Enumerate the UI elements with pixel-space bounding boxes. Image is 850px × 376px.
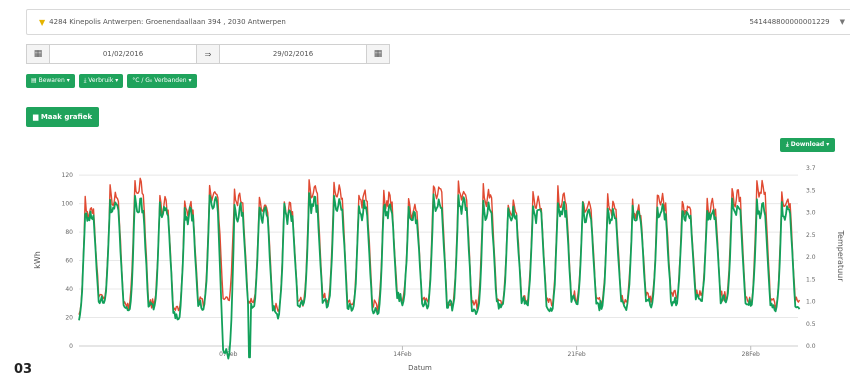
installation-selector[interactable]: ▼ 4284 Kinepolis Antwerpen: Groenendaall…	[26, 9, 850, 35]
create-chart-button[interactable]: ▆ Maak grafiek	[26, 107, 100, 127]
figure-label: 03	[14, 362, 33, 376]
calendar-from-icon[interactable]: ▦	[26, 44, 50, 64]
date-from-field[interactable]: 01/02/2016	[50, 44, 196, 64]
y2-tick-label: 1.0	[806, 299, 816, 306]
y-tick-label: 20	[65, 315, 73, 322]
y2-tick-label: 1.5	[806, 276, 816, 283]
chart-icon: ▆	[33, 113, 41, 121]
date-range: ▦ 01/02/2016 ⇒ 29/02/2016 ▦	[26, 44, 390, 64]
download-icon: ⤓	[83, 77, 89, 84]
toolbar: ▤ Bewaren ▾ ⤓ Verbruik ▾ °C / G₀ Verband…	[26, 74, 197, 88]
download-button[interactable]: ⤓ Download ▾	[780, 138, 836, 152]
x-tick-label: 14Feb	[393, 351, 411, 358]
ean-code: 541448800000001229	[749, 18, 830, 26]
chevron-down-icon: ▼	[839, 18, 845, 26]
y-tick-label: 60	[65, 258, 73, 265]
bewaren-label: Bewaren ▾	[38, 77, 70, 84]
y2-tick-label: 3.0	[806, 210, 816, 217]
y-tick-label: 0	[69, 343, 73, 350]
y2-tick-label: 0.0	[806, 343, 816, 350]
chart-series	[78, 177, 801, 360]
y2-tick-label: 0.5	[806, 321, 816, 328]
y2-tick-label: 3.7	[806, 165, 816, 172]
y-axis-label: kWh	[33, 251, 42, 269]
y2-axis-ticks: 0.0 0.5 1.0 1.5 2.0 2.5 3.0 3.5 3.7	[806, 165, 816, 350]
arrow-right-icon: ⇒	[196, 44, 220, 64]
y2-tick-label: 2.5	[806, 232, 816, 239]
location-marker-icon: ▼	[39, 17, 46, 27]
x-tick-label: 21Feb	[567, 351, 585, 358]
consumption-chart: 0 20 40 60 80 100 120 0.0 0.5 1.0 1.5 2.0 2.5 3.0 3.5…	[33, 165, 845, 372]
date-to-field[interactable]: 29/02/2016	[220, 44, 366, 64]
y2-tick-label: 3.5	[806, 187, 816, 194]
verbruik-label: Verbruik ▾	[88, 77, 119, 84]
x-tick-label: 28Feb	[742, 351, 760, 358]
verbanden-button[interactable]: °C / G₀ Verbanden ▾	[127, 74, 197, 88]
verbruik-button[interactable]: ⤓ Verbruik ▾	[78, 74, 124, 88]
x-axis-ticks: 07Feb 14Feb 21Feb 28Feb	[219, 346, 760, 358]
y2-axis-label: Temperatuur	[836, 230, 845, 283]
download-icon: ⤓	[786, 141, 791, 148]
y-tick-label: 80	[65, 229, 73, 236]
download-label: Download ▾	[790, 141, 830, 148]
installation-address: 4284 Kinepolis Antwerpen: Groenendaallaa…	[49, 18, 286, 26]
y-tick-label: 100	[62, 201, 74, 208]
create-chart-label: Maak grafiek	[40, 113, 93, 121]
y-tick-label: 120	[62, 172, 74, 179]
series-line-green	[78, 192, 801, 360]
y2-tick-label: 2.0	[806, 254, 816, 261]
y-axis-ticks: 0 20 40 60 80 100 120	[62, 172, 74, 350]
calendar-to-icon[interactable]: ▦	[366, 44, 390, 64]
x-axis-label: Datum	[408, 364, 432, 372]
y-tick-label: 40	[65, 286, 73, 293]
calendar-icon: ▤	[31, 77, 39, 84]
bewaren-button[interactable]: ▤ Bewaren ▾	[26, 74, 75, 88]
